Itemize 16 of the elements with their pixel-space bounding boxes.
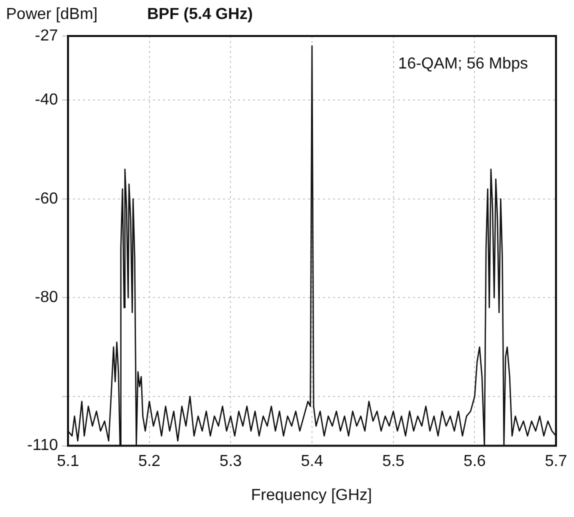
x-tick-label: 5.6 [464,452,486,470]
x-axis-title: Frequency [GHz] [250,487,373,505]
y-tick-label: -80 [34,289,58,306]
y-tick-label: -40 [34,92,58,109]
x-tick-label: 5.4 [300,452,324,470]
annotation: 16-QAM; 56 Mbps [398,55,528,72]
x-tick-label: 5.7 [544,452,568,470]
y-tick-label: -110 [27,437,58,454]
y-axis-title: Power [dBm] [6,6,98,24]
x-tick-label: 5.3 [220,452,242,470]
chart-title: BPF (5.4 GHz) [147,6,253,23]
y-tick-label: -60 [34,190,58,208]
x-tick-label: 5.1 [56,452,80,470]
y-tick-label: -27 [34,27,58,44]
x-tick-label: 5.2 [138,452,161,470]
x-tick-label: 5.5 [382,452,405,470]
